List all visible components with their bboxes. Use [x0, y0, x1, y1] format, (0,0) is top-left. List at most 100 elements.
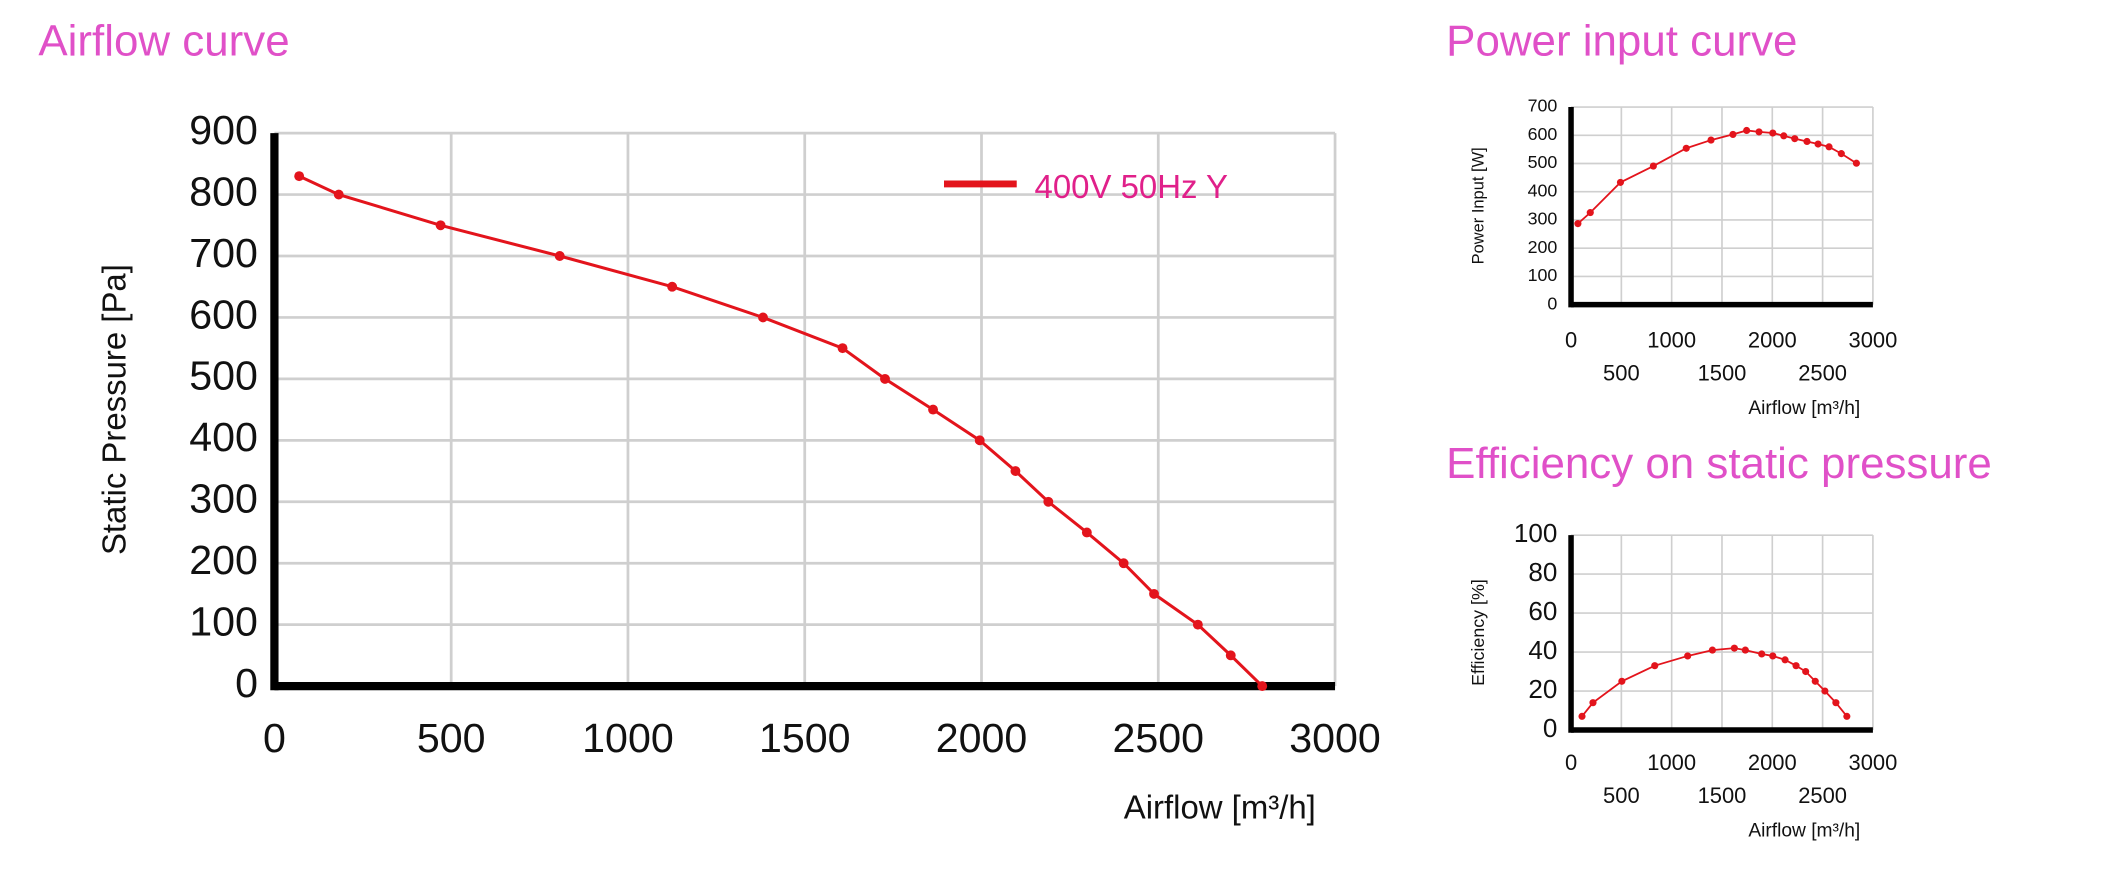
y-tick-label: 20	[1528, 674, 1557, 704]
x-tick-label: 2500	[1798, 360, 1847, 385]
data-point	[880, 373, 890, 384]
data-point	[1708, 646, 1716, 654]
data-point	[1802, 667, 1810, 676]
data-point	[1586, 209, 1594, 217]
data-point	[1814, 140, 1822, 148]
y-axis-label: Power Input [W]	[1469, 147, 1487, 264]
x-tick-label: 1500	[1698, 360, 1747, 385]
x-tick-label: 2500	[1112, 715, 1204, 761]
x-tick-label: 0	[1565, 750, 1577, 775]
y-tick-label: 200	[1528, 237, 1558, 257]
data-point	[1574, 220, 1582, 228]
data-point	[1791, 135, 1799, 143]
data-point	[1769, 129, 1777, 137]
y-tick-label: 300	[1528, 209, 1558, 229]
y-tick-label: 0	[1547, 293, 1557, 313]
x-tick-label: 3000	[1849, 750, 1898, 775]
data-point	[1010, 466, 1021, 476]
y-tick-label: 800	[189, 168, 258, 214]
y-axis-label: Static Pressure [Pa]	[95, 264, 132, 555]
data-point	[1149, 588, 1159, 599]
x-tick-label: 2000	[1748, 327, 1797, 352]
y-tick-label: 700	[1528, 96, 1558, 116]
x-tick-label: 1000	[1647, 750, 1696, 775]
y-tick-label: 600	[1528, 124, 1558, 144]
data-point	[554, 251, 565, 261]
data-point	[1792, 662, 1800, 670]
data-point	[1616, 178, 1625, 186]
chart-title: Power input curve	[1446, 17, 1797, 66]
data-point	[758, 312, 768, 323]
x-tick-label: 2000	[936, 715, 1028, 761]
y-tick-label: 200	[189, 537, 258, 583]
x-tick-label: 500	[1603, 360, 1640, 385]
y-axis-label: Efficiency [%]	[1468, 579, 1488, 686]
data-point	[1192, 619, 1203, 630]
data-point	[294, 171, 305, 182]
data-point	[1780, 132, 1788, 140]
x-tick-label: 1000	[1647, 327, 1696, 352]
y-tick-label: 100	[1514, 518, 1557, 548]
y-tick-label: 400	[1528, 180, 1558, 200]
data-point	[1225, 650, 1236, 661]
data-point	[1758, 650, 1766, 658]
data-point	[928, 404, 939, 415]
data-point	[1825, 143, 1833, 151]
data-point	[435, 220, 446, 231]
data-point	[1684, 652, 1692, 660]
data-point	[1741, 646, 1749, 654]
data-point	[667, 281, 678, 292]
x-tick-label: 500	[1603, 783, 1640, 808]
data-point	[1755, 128, 1763, 136]
data-line	[298, 174, 1264, 688]
data-point	[1118, 558, 1129, 569]
x-tick-label: 0	[1565, 327, 1577, 352]
data-point	[1729, 130, 1737, 138]
legend-label: 400V 50Hz Y	[1035, 168, 1228, 205]
data-point	[1649, 162, 1657, 170]
x-axis-label: Airflow [m³/h]	[1124, 788, 1316, 825]
data-point	[1081, 527, 1092, 538]
y-tick-label: 60	[1528, 596, 1557, 626]
y-tick-label: 100	[1528, 265, 1558, 285]
chart-title: Efficiency on static pressure	[1446, 439, 1992, 488]
x-tick-label: 2500	[1798, 783, 1847, 808]
data-point	[1781, 656, 1789, 664]
y-tick-label: 0	[235, 660, 258, 706]
data-point	[1589, 699, 1597, 707]
data-point	[1651, 662, 1659, 670]
y-tick-label: 40	[1528, 635, 1557, 665]
data-point	[1707, 136, 1715, 144]
y-tick-label: 600	[189, 291, 258, 337]
x-tick-label: 1000	[582, 715, 674, 761]
data-point	[1837, 150, 1845, 158]
chart-title: Airflow curve	[38, 17, 289, 66]
y-tick-label: 500	[189, 353, 258, 399]
x-axis-label: Airflow [m³/h]	[1748, 821, 1860, 842]
data-point	[1811, 677, 1819, 685]
data-point	[1682, 144, 1690, 152]
data-point	[1730, 644, 1738, 652]
x-tick-label: 1500	[1698, 783, 1747, 808]
data-point	[1043, 496, 1054, 507]
y-tick-label: 400	[189, 414, 258, 460]
y-tick-label: 700	[189, 230, 258, 276]
y-tick-label: 900	[189, 107, 258, 153]
data-point	[1821, 687, 1829, 695]
data-point	[1743, 126, 1751, 135]
y-tick-label: 300	[189, 476, 258, 522]
data-point	[1578, 712, 1586, 720]
y-tick-label: 0	[1543, 713, 1557, 743]
data-point	[1832, 699, 1840, 707]
y-tick-label: 500	[1528, 152, 1558, 172]
y-tick-label: 100	[189, 599, 258, 645]
x-tick-label: 2000	[1748, 750, 1797, 775]
data-point	[1843, 712, 1851, 720]
x-tick-label: 500	[417, 715, 486, 761]
x-tick-label: 3000	[1849, 327, 1898, 352]
data-point	[974, 435, 985, 446]
x-tick-label: 3000	[1289, 715, 1381, 761]
data-point	[333, 189, 344, 200]
